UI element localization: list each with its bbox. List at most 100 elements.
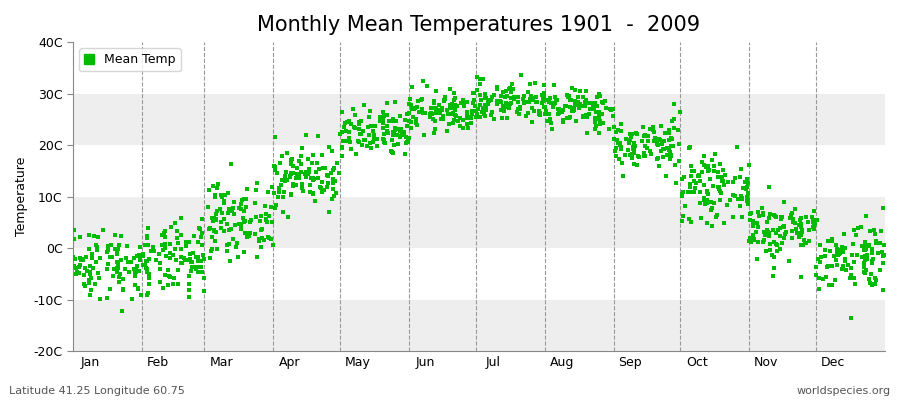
Point <box>824 282 839 288</box>
Point <box>194 234 209 240</box>
Point <box>329 160 344 167</box>
Point <box>725 192 740 198</box>
Point <box>476 104 491 111</box>
Point <box>79 254 94 260</box>
Point <box>317 186 331 193</box>
Point <box>310 133 325 140</box>
Point <box>83 269 97 275</box>
Point <box>322 144 337 150</box>
Point <box>427 98 441 104</box>
Point <box>537 81 552 88</box>
Point <box>67 254 81 260</box>
Point <box>861 242 876 248</box>
Point <box>436 116 451 122</box>
Point <box>267 134 282 140</box>
Point <box>794 274 808 280</box>
Point <box>362 132 376 139</box>
Point <box>252 238 266 244</box>
Point <box>365 127 380 134</box>
Point <box>626 140 641 146</box>
Point <box>191 238 205 245</box>
Point <box>396 132 410 138</box>
Point <box>473 76 488 82</box>
Point <box>249 254 264 260</box>
Point <box>836 263 850 270</box>
Point <box>207 228 221 235</box>
Point <box>723 197 737 204</box>
Point <box>773 233 788 239</box>
Point <box>716 220 731 226</box>
Point <box>446 103 460 109</box>
Point <box>375 116 390 123</box>
Point <box>376 113 391 119</box>
Point <box>460 109 474 116</box>
Point <box>460 109 474 115</box>
Point <box>710 169 724 176</box>
Point <box>593 92 608 99</box>
Point <box>320 172 334 178</box>
Point <box>467 97 482 104</box>
Point <box>306 191 320 198</box>
Point <box>629 130 643 136</box>
Point <box>486 92 500 98</box>
Point <box>802 237 816 244</box>
Point <box>78 282 93 289</box>
Point <box>876 287 890 293</box>
Point <box>344 121 358 127</box>
Point <box>134 292 148 298</box>
Point <box>578 99 592 105</box>
Point <box>472 81 487 88</box>
Point <box>136 253 150 260</box>
Point <box>774 240 788 246</box>
Point <box>875 248 889 255</box>
Point <box>652 136 667 143</box>
Point <box>646 124 661 130</box>
Point <box>450 103 464 110</box>
Point <box>490 101 504 108</box>
Point <box>591 129 606 136</box>
Point <box>716 167 731 173</box>
Point <box>763 210 778 217</box>
Point <box>364 144 378 151</box>
Point <box>386 129 400 135</box>
Point <box>381 130 395 136</box>
Point <box>510 106 525 112</box>
Point <box>713 188 727 195</box>
Point <box>660 144 674 151</box>
Point <box>773 246 788 252</box>
Point <box>294 160 309 167</box>
Point <box>805 214 819 220</box>
Point <box>67 227 81 233</box>
Point <box>658 130 672 137</box>
Point <box>664 136 679 143</box>
Point <box>364 123 378 129</box>
Point <box>598 98 612 104</box>
Point <box>588 105 602 112</box>
Point <box>749 229 763 236</box>
Point <box>849 232 863 238</box>
Point <box>472 114 487 120</box>
Point <box>193 226 207 232</box>
Point <box>217 198 231 204</box>
Point <box>792 234 806 241</box>
Point <box>268 205 283 211</box>
Point <box>843 275 858 282</box>
Point <box>830 262 844 269</box>
Point <box>159 252 174 259</box>
Point <box>254 227 268 233</box>
Point <box>604 107 618 113</box>
Point <box>305 175 320 181</box>
Point <box>284 156 299 163</box>
Point <box>626 144 640 151</box>
Point <box>861 243 876 249</box>
Point <box>554 109 569 116</box>
Point <box>446 104 461 111</box>
Point <box>428 126 442 132</box>
Point <box>116 276 130 282</box>
Point <box>795 227 809 234</box>
Point <box>299 168 313 175</box>
Point <box>175 254 189 260</box>
Point <box>697 153 711 160</box>
Point <box>493 99 508 106</box>
Point <box>147 247 161 254</box>
